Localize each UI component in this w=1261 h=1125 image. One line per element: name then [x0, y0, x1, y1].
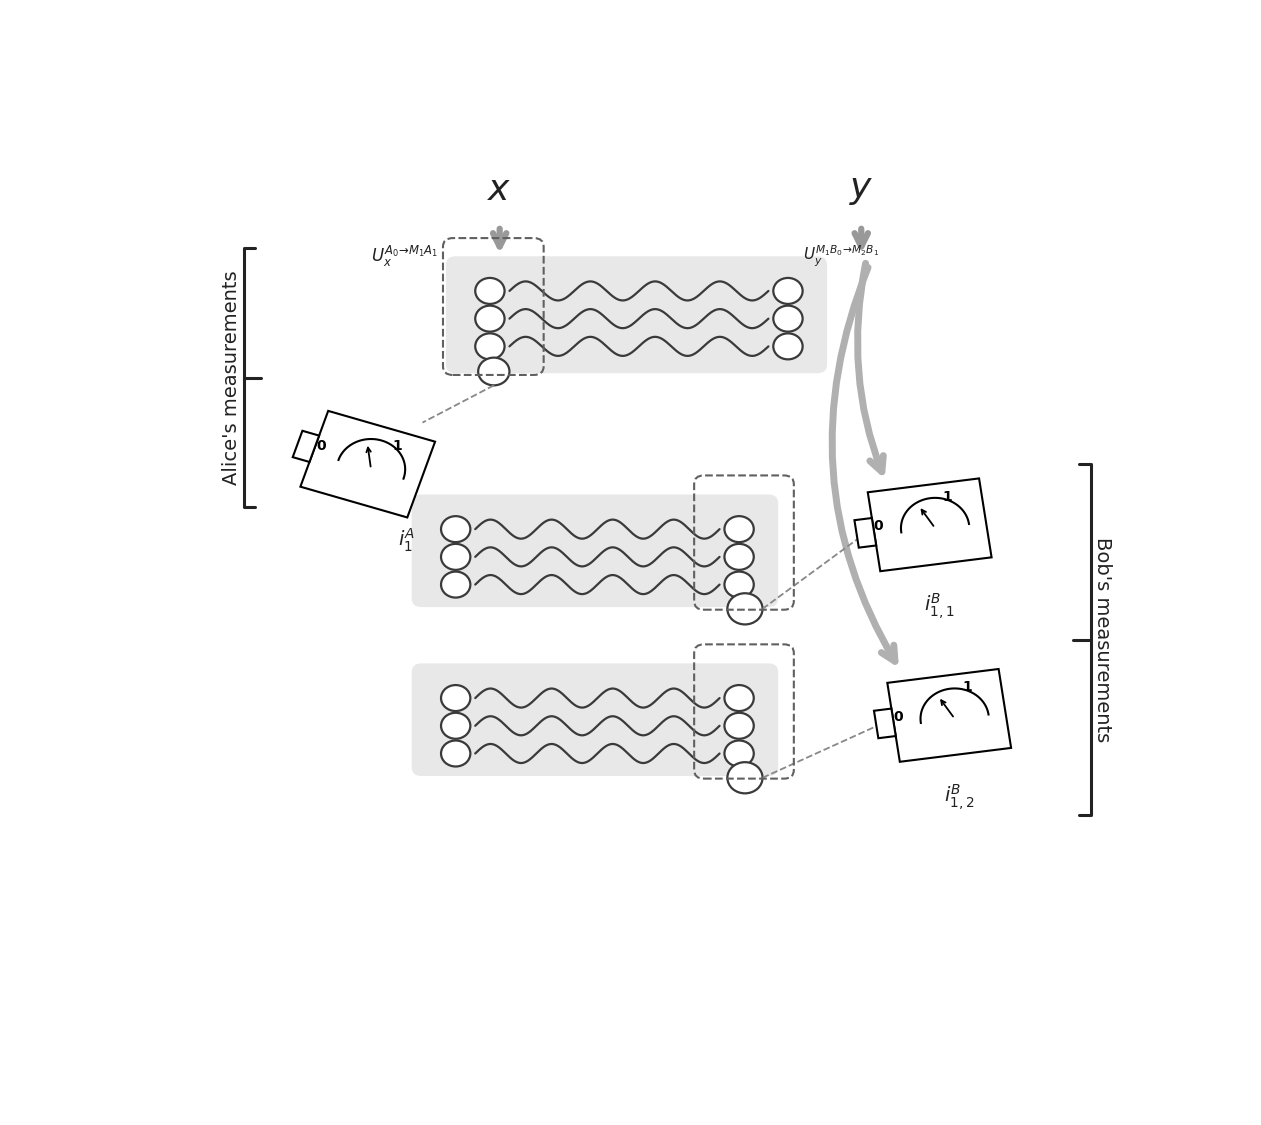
- Text: Alice's measurements: Alice's measurements: [222, 270, 241, 485]
- Text: $i_{1,1}^B$: $i_{1,1}^B$: [924, 593, 955, 622]
- Circle shape: [773, 306, 803, 332]
- Circle shape: [728, 762, 763, 793]
- FancyBboxPatch shape: [411, 664, 778, 776]
- Text: 1: 1: [942, 489, 952, 504]
- Circle shape: [728, 593, 763, 624]
- Text: $y$: $y$: [849, 173, 874, 207]
- Circle shape: [724, 516, 754, 542]
- Circle shape: [441, 713, 470, 739]
- Text: 1: 1: [962, 681, 972, 694]
- Text: $U_y^{M_1 B_0\!\to\! M_2 B_1}$: $U_y^{M_1 B_0\!\to\! M_2 B_1}$: [803, 244, 879, 269]
- Circle shape: [441, 516, 470, 542]
- Circle shape: [773, 333, 803, 359]
- Circle shape: [441, 685, 470, 711]
- Circle shape: [475, 306, 504, 332]
- Circle shape: [475, 333, 504, 359]
- Text: Bob's measurements: Bob's measurements: [1093, 537, 1112, 742]
- Circle shape: [475, 278, 504, 304]
- Circle shape: [441, 572, 470, 597]
- Circle shape: [441, 543, 470, 570]
- Circle shape: [773, 278, 803, 304]
- Text: 1: 1: [392, 439, 402, 453]
- Polygon shape: [868, 478, 991, 572]
- Circle shape: [724, 543, 754, 570]
- Polygon shape: [855, 518, 876, 548]
- Text: 0: 0: [893, 710, 903, 724]
- Text: 0: 0: [874, 520, 884, 533]
- Polygon shape: [293, 431, 319, 462]
- Polygon shape: [888, 669, 1011, 762]
- Text: $i_1^A$: $i_1^A$: [398, 526, 415, 554]
- Circle shape: [724, 572, 754, 597]
- Circle shape: [441, 740, 470, 766]
- Polygon shape: [300, 411, 435, 518]
- Circle shape: [724, 685, 754, 711]
- FancyBboxPatch shape: [446, 256, 827, 374]
- Circle shape: [724, 740, 754, 766]
- FancyBboxPatch shape: [411, 495, 778, 608]
- Text: $U_x^{A_0\!\to\! M_1 A_1}$: $U_x^{A_0\!\to\! M_1 A_1}$: [371, 244, 439, 269]
- Polygon shape: [874, 709, 895, 738]
- Text: 0: 0: [317, 439, 325, 453]
- Text: $i_{1,2}^B$: $i_{1,2}^B$: [943, 783, 975, 813]
- Circle shape: [478, 358, 509, 386]
- Text: $x$: $x$: [487, 173, 512, 207]
- Circle shape: [724, 713, 754, 739]
